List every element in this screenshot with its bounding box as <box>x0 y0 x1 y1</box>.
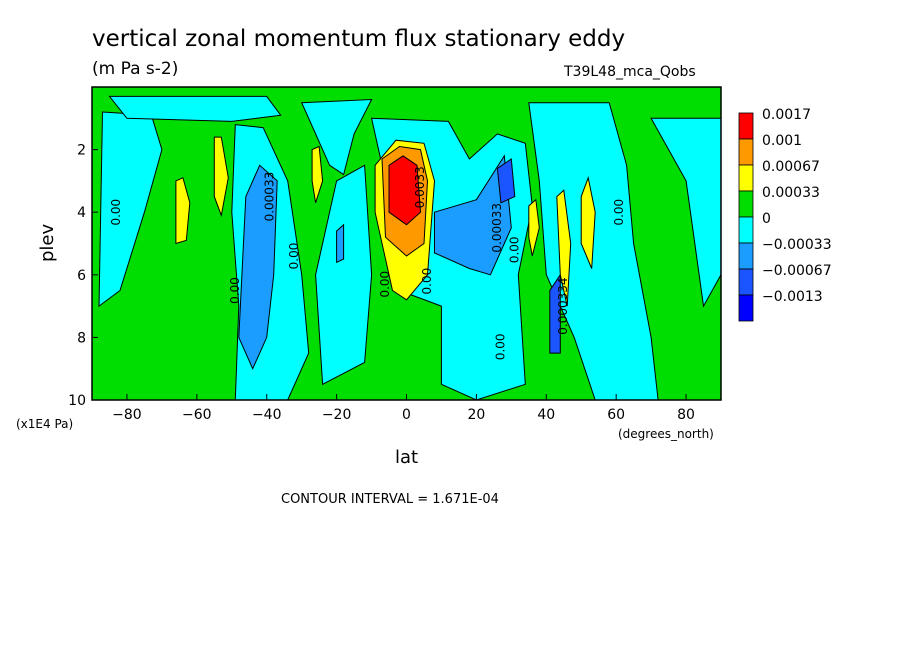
contour-label-9: 0.000334 <box>556 277 570 334</box>
legend-label: 0.00033 <box>762 185 820 201</box>
contour-label-11: 0.00 <box>612 199 626 226</box>
contour-label-5: 0.0033 <box>413 166 427 208</box>
legend-swatch <box>738 268 754 296</box>
contour-label-4: 0.00 <box>378 271 392 298</box>
contour-region-yellow-e <box>556 189 572 307</box>
x-tick-label: 60 <box>607 407 625 423</box>
contour-label-0: 0.00 <box>109 199 123 226</box>
contour-region-red-eq <box>388 155 422 226</box>
x-tick-label: 40 <box>537 407 555 423</box>
contour-label-10: 0.00 <box>493 333 507 360</box>
contour-region-cyan-polar-n <box>108 95 282 122</box>
chart-units: (m Pa s-2) <box>92 59 178 79</box>
contour-region-blue-center <box>496 158 516 204</box>
x-tick-label: 20 <box>467 407 485 423</box>
contour-label-8: 0.00 <box>507 236 521 263</box>
contour-label-6: 0.00 <box>420 268 434 295</box>
contour-region-blue-sh <box>238 164 278 370</box>
color-legend: 0.0017 0.001 0.00067 0.00033 0 −0.00033 −0.000… <box>738 107 832 322</box>
y-tick-label: 4 <box>77 205 86 221</box>
contour-region-blue-eq <box>434 154 512 276</box>
contour-label-3: 0.00 <box>228 277 242 304</box>
legend-swatch <box>738 294 754 322</box>
y-ticks: 2 4 6 8 10 <box>68 143 98 409</box>
legend-label: −0.00067 <box>762 263 832 279</box>
contour-region-yellow-d <box>528 198 540 257</box>
legend-label: 0 <box>762 211 771 227</box>
contour-region-blue-40n <box>549 273 561 354</box>
y-axis-label: plev <box>37 223 58 262</box>
x-unit-label: (degrees_north) <box>618 427 714 441</box>
y-tick-label: 8 <box>77 330 86 346</box>
x-axis-label: lat <box>395 447 418 468</box>
contour-region-cyan-far-n <box>650 117 722 308</box>
x-ticks: −80 −60 −40 −20 0 20 40 60 80 <box>112 394 695 423</box>
y-tick-label: 10 <box>68 393 86 409</box>
contour-region-blue-sh-small <box>336 223 345 264</box>
legend-label: 0.0017 <box>762 107 811 123</box>
x-tick-label: 80 <box>677 407 695 423</box>
legend-swatch <box>738 216 754 244</box>
contour-label-2: 0.00 <box>287 243 301 270</box>
run-label: T39L48_mca_Qobs <box>563 64 696 80</box>
x-tick-label: −60 <box>182 407 212 423</box>
x-tick-label: −80 <box>112 407 142 423</box>
legend-swatch <box>738 112 754 140</box>
legend-swatch <box>738 190 754 218</box>
legend-swatch <box>738 164 754 192</box>
contour-region-cyan-sh-mid <box>315 164 373 386</box>
legend-swatch <box>738 138 754 166</box>
contour-label-7: 0.00033 <box>490 203 504 253</box>
legend-label: 0.001 <box>762 133 802 149</box>
legend-label: −0.0013 <box>762 289 823 305</box>
x-tick-label: −40 <box>252 407 282 423</box>
contour-region-yellow-b <box>213 136 229 218</box>
legend-label: 0.00067 <box>762 159 820 175</box>
x-tick-label: −20 <box>322 407 352 423</box>
y-tick-label: 6 <box>77 268 86 284</box>
legend-label: −0.00033 <box>762 237 832 253</box>
y-tick-label: 2 <box>77 143 86 159</box>
contour-region-cyan-top <box>300 98 373 176</box>
contour-region-yellow-a <box>175 177 191 245</box>
contour-region-yellow-f <box>580 175 596 269</box>
plot-area <box>92 87 722 401</box>
contour-label-1: 0.00033 <box>263 172 277 222</box>
chart-title: vertical zonal momentum flux stationary … <box>92 26 625 52</box>
legend-swatch <box>738 242 754 270</box>
contour-region-yellow-c <box>311 145 324 203</box>
contour-interval: CONTOUR INTERVAL = 1.671E-04 <box>281 492 499 507</box>
y-unit-label: (x1E4 Pa) <box>16 417 73 431</box>
x-tick-label: 0 <box>402 407 411 423</box>
